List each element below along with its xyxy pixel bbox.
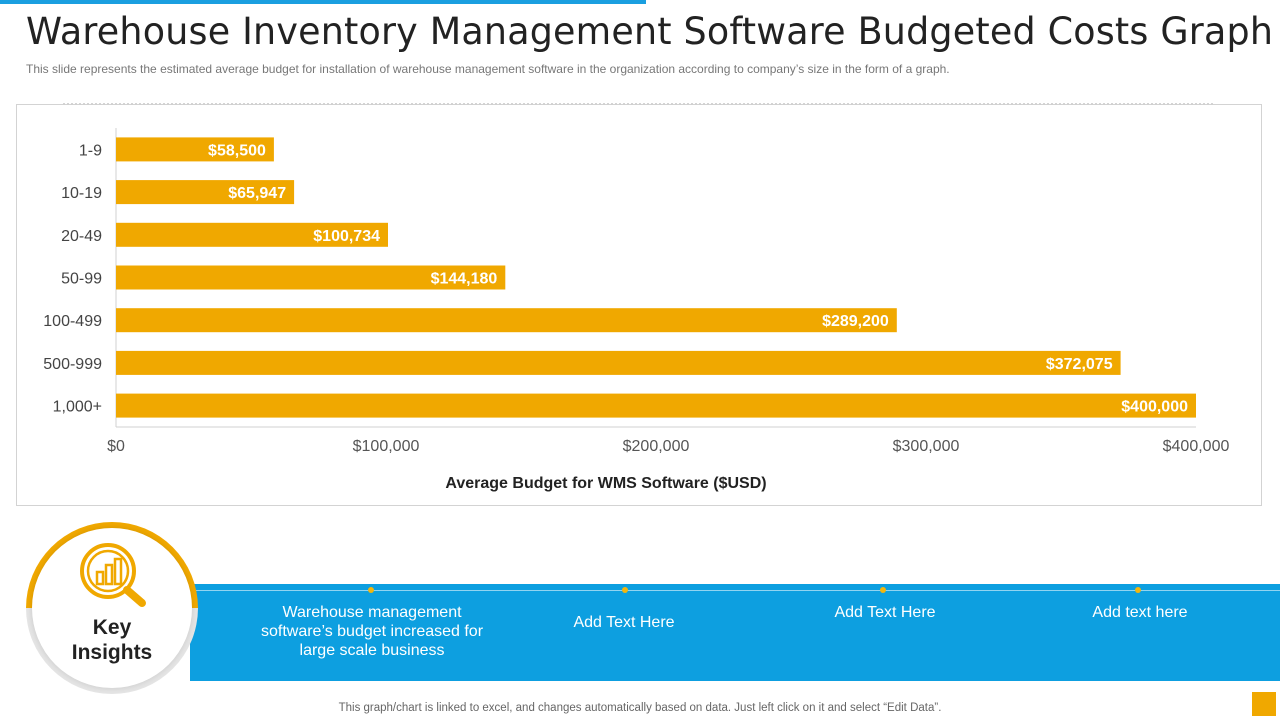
x-tick-label: $400,000 bbox=[1163, 438, 1230, 455]
insight-marker-dot bbox=[1135, 587, 1141, 593]
top-accent-bar bbox=[0, 0, 646, 4]
bar bbox=[116, 308, 897, 333]
data-label: $144,180 bbox=[431, 271, 498, 288]
insight-text-2[interactable]: Add Text Here bbox=[573, 614, 675, 631]
data-label: $400,000 bbox=[1121, 399, 1188, 416]
corner-accent-square bbox=[1252, 692, 1276, 716]
insight-marker-dot bbox=[622, 587, 628, 593]
data-label: $65,947 bbox=[228, 185, 286, 202]
chart-dotted-border bbox=[62, 101, 1214, 107]
data-label: $58,500 bbox=[208, 142, 266, 159]
category-label: 50-99 bbox=[61, 271, 102, 288]
bar-chart: 1-9 $58,500 10-19 $65,947 20-49 $100,734 50-99… bbox=[43, 128, 1230, 492]
data-label: $100,734 bbox=[313, 228, 380, 245]
insight-marker-dot bbox=[368, 587, 374, 593]
bar bbox=[116, 137, 274, 162]
insight-text-4[interactable]: Add text here bbox=[1092, 604, 1188, 621]
insight-marker-dot bbox=[880, 587, 886, 593]
x-tick-label: $200,000 bbox=[623, 438, 690, 455]
magnifier-chart-icon bbox=[80, 543, 146, 607]
chart-container[interactable] bbox=[16, 104, 1262, 506]
footer-note: This graph/chart is linked to excel, and… bbox=[338, 702, 942, 714]
x-tick-label: $0 bbox=[107, 438, 125, 455]
category-label: 20-49 bbox=[61, 228, 102, 245]
category-label: 1-9 bbox=[79, 142, 102, 159]
x-tick-label: $100,000 bbox=[353, 438, 420, 455]
category-label: 500-999 bbox=[43, 356, 102, 373]
key-insights-text: Key Insights bbox=[71, 616, 153, 664]
bar bbox=[116, 180, 295, 205]
insights-band-line bbox=[190, 590, 1280, 591]
bar bbox=[116, 350, 1121, 375]
page-subtitle: This slide represents the estimated aver… bbox=[26, 62, 950, 76]
key-insights-label: Key Insights bbox=[32, 615, 192, 665]
insight-text-3[interactable]: Add Text Here bbox=[834, 604, 936, 621]
bar bbox=[116, 222, 388, 247]
data-label: $372,075 bbox=[1046, 356, 1113, 373]
bar bbox=[116, 393, 1196, 418]
category-label: 100-499 bbox=[43, 313, 102, 330]
insight-text-1[interactable]: Warehouse management software’s budget i… bbox=[260, 604, 484, 659]
category-label: 1,000+ bbox=[53, 399, 102, 416]
page-title: Warehouse Inventory Management Software … bbox=[26, 10, 1274, 53]
x-axis-title: Average Budget for WMS Software ($USD) bbox=[445, 475, 766, 492]
bar bbox=[116, 265, 506, 290]
category-label: 10-19 bbox=[61, 185, 102, 202]
data-label: $289,200 bbox=[822, 313, 889, 330]
insights-band bbox=[190, 584, 1280, 681]
x-tick-label: $300,000 bbox=[893, 438, 960, 455]
